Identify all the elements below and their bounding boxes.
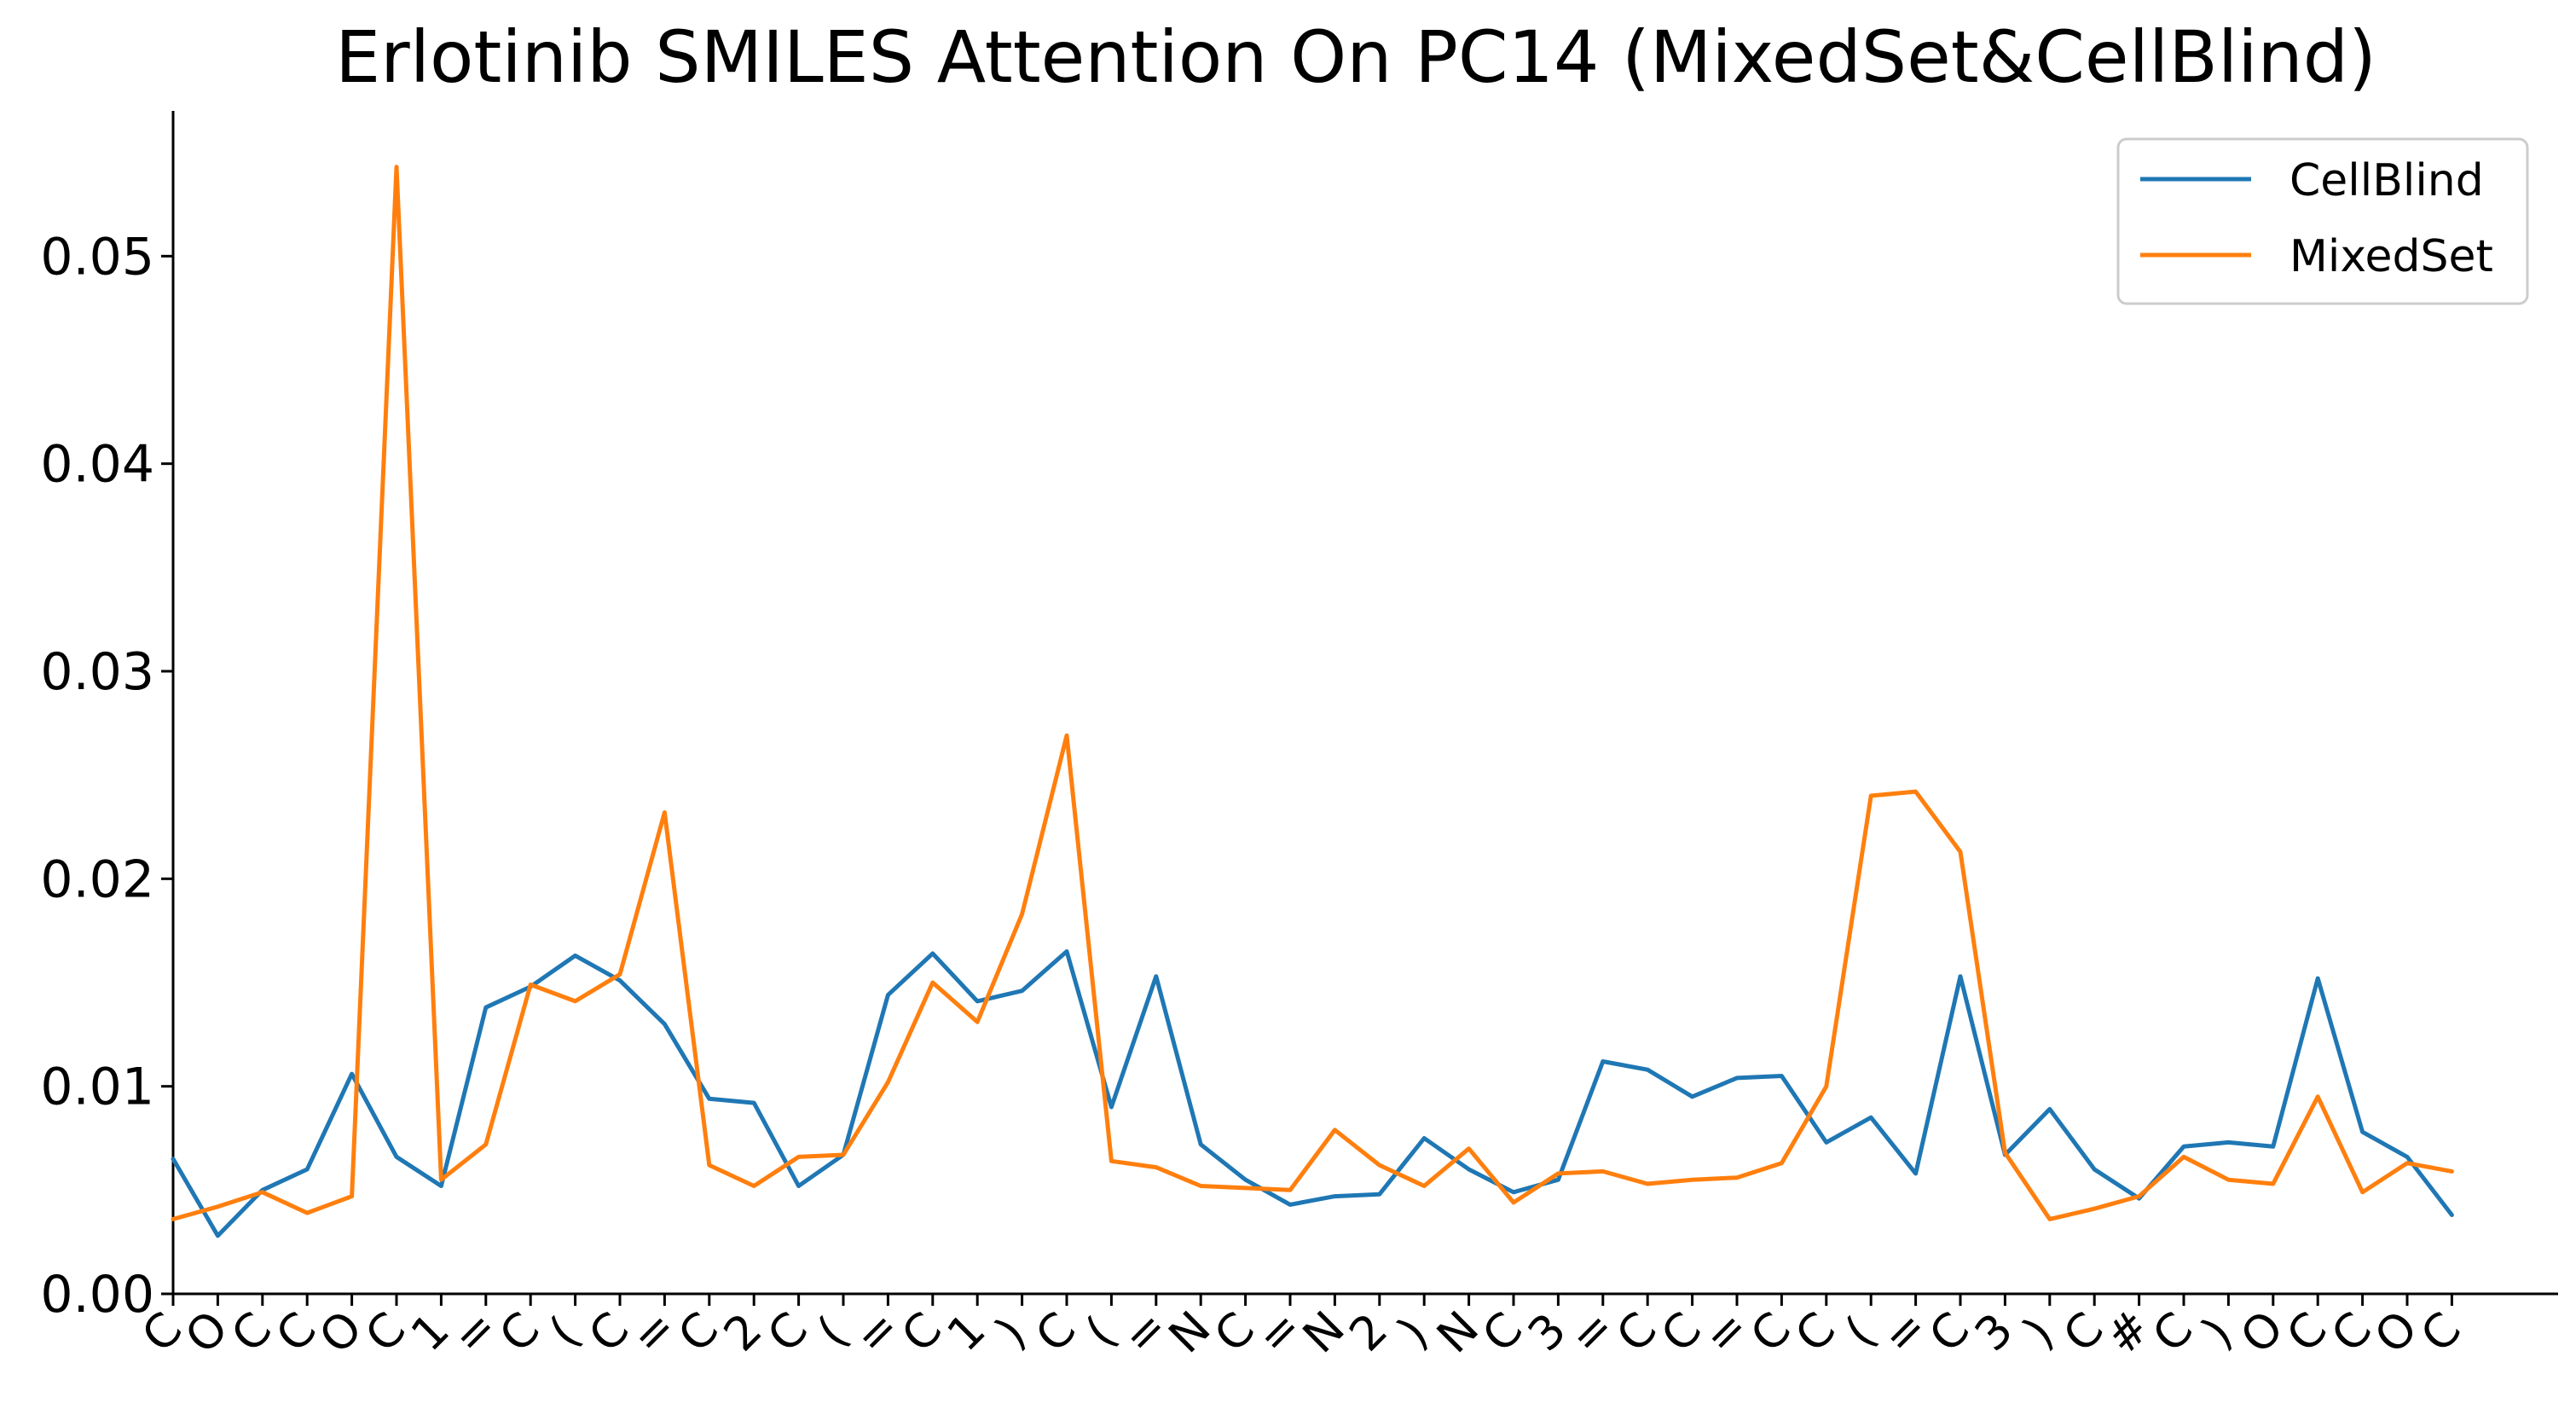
x-tick-label: C	[489, 1302, 550, 1362]
x-tick-label: C	[355, 1302, 415, 1362]
y-tick-label: 0.00	[40, 1265, 154, 1325]
x-tick-label: )	[2192, 1307, 2243, 1357]
x-tick-label: C	[1025, 1302, 1085, 1362]
legend-label-mixedset: MixedSet	[2289, 231, 2493, 282]
chart-title: Erlotinib SMILES Attention On PC14 (Mixe…	[335, 15, 2376, 99]
legend-label-cellblind: CellBlind	[2289, 155, 2484, 206]
y-tick-label: 0.03	[40, 642, 154, 702]
x-tick-label: C	[2142, 1302, 2203, 1362]
x-tick-label: )	[2013, 1307, 2064, 1357]
x-tick-label: 1	[937, 1302, 996, 1361]
x-tick-label: C	[891, 1302, 952, 1362]
x-tick-label: C	[757, 1302, 818, 1362]
y-tick-label: 0.04	[40, 435, 154, 495]
x-tick-label: 2	[714, 1302, 773, 1361]
series-line-cellblind	[171, 949, 2454, 1238]
series-line-mixedset	[171, 165, 2454, 1221]
x-tick-label: (	[539, 1307, 589, 1357]
x-tick-label: C	[1919, 1302, 1979, 1362]
y-tick-label: 0.02	[40, 849, 154, 909]
x-tick-label: C	[2411, 1302, 2471, 1362]
x-tick-label: )	[986, 1307, 1036, 1357]
legend: CellBlind MixedSet	[2116, 137, 2529, 305]
x-tick-label: N	[1293, 1301, 1355, 1363]
y-tick-label: 0.01	[40, 1058, 154, 1117]
x-tick-label: 3	[1965, 1302, 2023, 1361]
series-lines	[171, 165, 2454, 1238]
x-tick-label: 2	[1339, 1302, 1398, 1361]
x-tick-label: C	[668, 1302, 728, 1362]
y-tick-label: 0.05	[40, 227, 154, 287]
x-tick-label: C	[1785, 1302, 1845, 1362]
x-tick-label: )	[1387, 1307, 1438, 1357]
y-axis: 0.00 0.01 0.02 0.03 0.04 0.05	[40, 227, 173, 1325]
x-axis: COCCOC1=C(C=C2C(=C1)C(=NC=N2)NC3=CC=CC(=…	[131, 1294, 2471, 1365]
x-tick-label: C	[1472, 1302, 1532, 1362]
